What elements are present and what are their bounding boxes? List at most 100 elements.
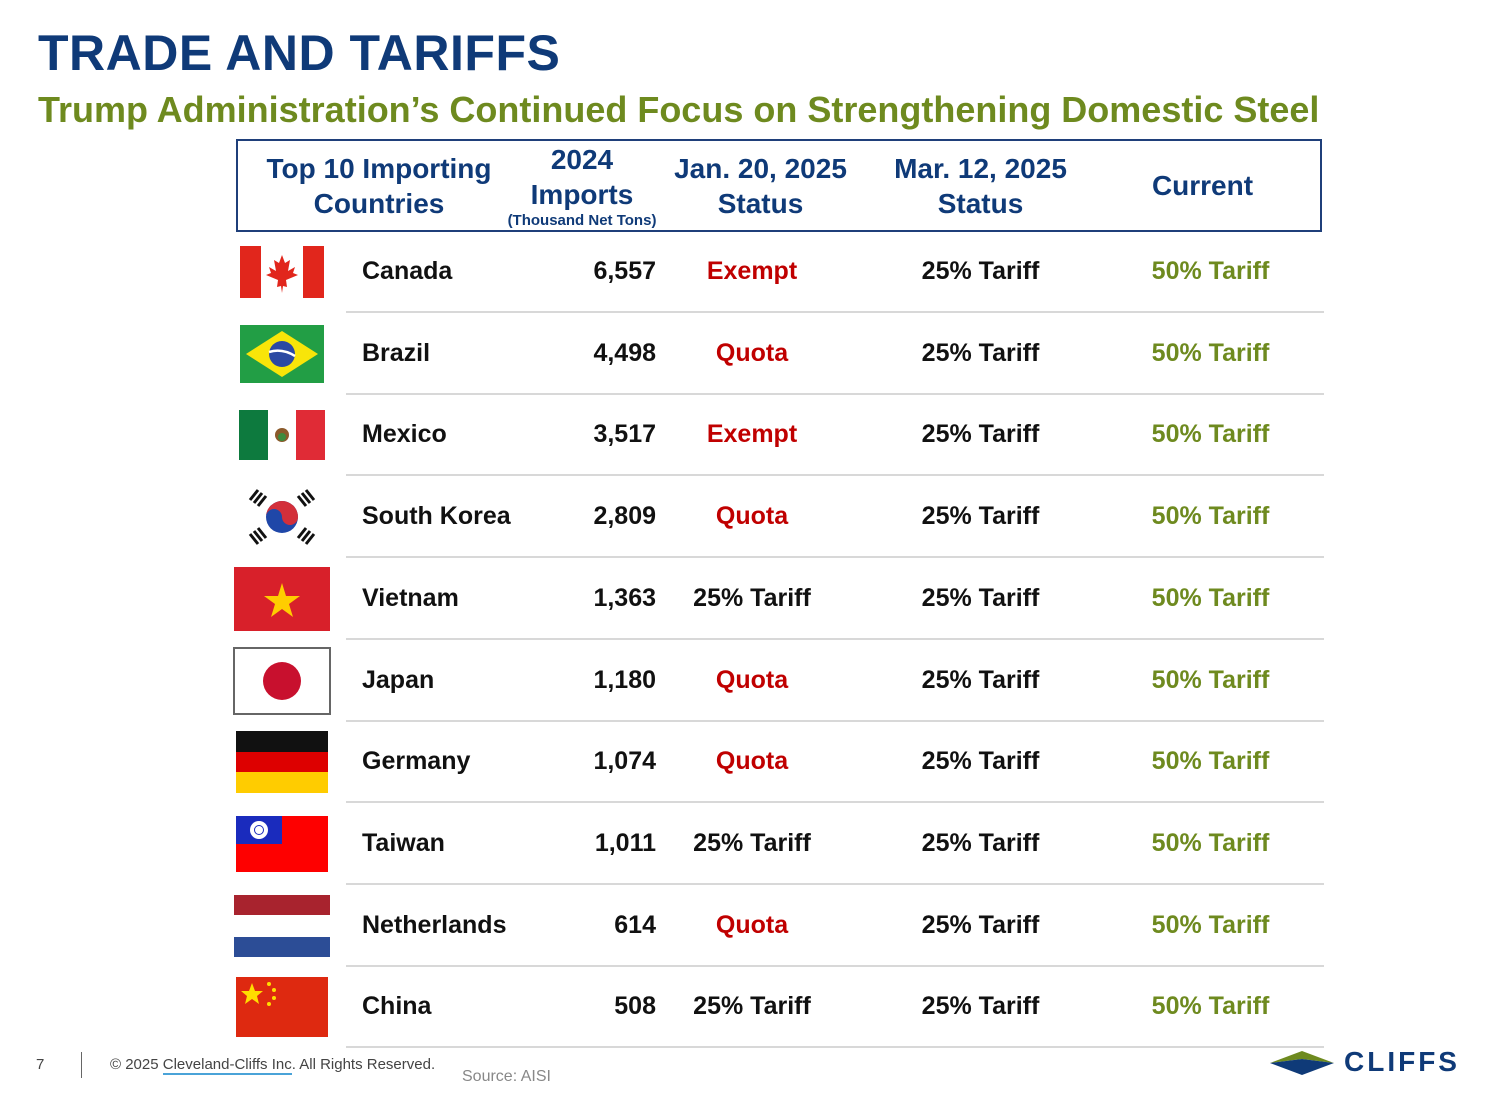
jan-status: Quota bbox=[715, 665, 789, 694]
page-subtitle: Trump Administration’s Continued Focus o… bbox=[38, 89, 1320, 130]
jan-status: Quota bbox=[715, 502, 789, 531]
imports-value: 3,517 bbox=[593, 420, 656, 449]
header-imports-line1: 2024 bbox=[550, 144, 614, 175]
row-divider bbox=[346, 964, 1324, 967]
mar-status: 25% Tariff bbox=[921, 583, 1040, 612]
copyright: © 2025 Cleveland-Cliffs Inc. All Rights … bbox=[110, 1056, 436, 1075]
country-name: China bbox=[362, 992, 432, 1021]
jan-status: Quota bbox=[715, 338, 789, 367]
cliffs-logo-text: CLIFFS bbox=[1344, 1046, 1460, 1077]
imports-value: 508 bbox=[614, 992, 656, 1021]
row-divider bbox=[346, 556, 1324, 559]
cliffs-logo-icon bbox=[1270, 1051, 1334, 1075]
table-header: Top 10 Importing Countries 2024 Imports … bbox=[236, 139, 1322, 232]
table-row: Japan 1,180 Quota 25% Tariff 50% Tariff bbox=[228, 641, 1324, 722]
header-jan-line1: Jan. 20, 2025 bbox=[674, 152, 847, 184]
country-name: Mexico bbox=[362, 420, 447, 449]
header-imports-line2: Imports bbox=[530, 179, 634, 210]
current-status: 50% Tariff bbox=[1151, 747, 1270, 776]
mar-status: 25% Tariff bbox=[921, 747, 1040, 776]
current-status: 50% Tariff bbox=[1151, 502, 1270, 531]
header-current-label: Current bbox=[1151, 170, 1254, 201]
country-name: Taiwan bbox=[362, 828, 445, 857]
country-name: South Korea bbox=[362, 502, 511, 531]
jan-status: Quota bbox=[715, 747, 789, 776]
current-status: 50% Tariff bbox=[1151, 583, 1270, 612]
imports-value: 4,498 bbox=[593, 338, 656, 367]
mar-status: 25% Tariff bbox=[921, 257, 1040, 285]
jan-status: Quota bbox=[715, 910, 789, 939]
vietnam-flag-icon bbox=[232, 566, 332, 631]
china-flag-icon bbox=[232, 975, 332, 1039]
current-status: 50% Tariff bbox=[1151, 257, 1270, 285]
row-divider bbox=[346, 882, 1324, 885]
header-jan: Jan. 20, 2025 Status bbox=[658, 141, 863, 230]
table-row: Vietnam 1,363 25% Tariff 25% Tariff 50% Tari… bbox=[228, 559, 1324, 640]
germany-flag-icon bbox=[232, 730, 332, 794]
table-row: Canada 6,557 Exempt 25% Tariff 50% Tariff bbox=[228, 232, 1324, 313]
mar-status: 25% Tariff bbox=[921, 338, 1040, 367]
table-row: Netherlands 614 Quota 25% Tariff 50% Tariff bbox=[228, 886, 1324, 967]
country-name: Vietnam bbox=[362, 583, 459, 612]
jan-status: Exempt bbox=[706, 257, 798, 285]
mar-status: 25% Tariff bbox=[921, 420, 1040, 449]
country-name: Germany bbox=[362, 747, 471, 776]
mar-status: 25% Tariff bbox=[921, 665, 1040, 694]
canada-flag-icon bbox=[232, 240, 332, 304]
jan-status: 25% Tariff bbox=[693, 583, 811, 612]
current-status: 50% Tariff bbox=[1151, 910, 1270, 939]
row-divider bbox=[346, 474, 1324, 477]
table-row: Brazil 4,498 Quota 25% Tariff 50% Tariff bbox=[228, 314, 1324, 395]
taiwan-flag-icon bbox=[232, 812, 332, 876]
jan-status: 25% Tariff bbox=[693, 992, 811, 1021]
imports-value: 1,011 bbox=[594, 828, 656, 857]
header-imports-unit: (Thousand Net Tons) bbox=[507, 212, 657, 229]
south-korea-flag-icon bbox=[232, 485, 332, 549]
table-row: Taiwan 1,011 25% Tariff 25% Tariff 50% Tarif… bbox=[228, 804, 1324, 885]
header-imports: 2024 Imports (Thousand Net Tons) bbox=[493, 141, 671, 230]
mar-status: 25% Tariff bbox=[921, 828, 1040, 857]
imports-value: 614 bbox=[614, 910, 656, 939]
row-divider bbox=[346, 719, 1324, 722]
row-divider bbox=[346, 1046, 1324, 1049]
row-divider bbox=[346, 311, 1324, 313]
country-name: Canada bbox=[362, 257, 453, 285]
row-divider bbox=[346, 801, 1324, 804]
imports-value: 2,809 bbox=[593, 502, 656, 531]
table-row: Mexico 3,517 Exempt 25% Tariff 50% Tariff bbox=[228, 395, 1324, 477]
copyright-prefix: © 2025 bbox=[110, 1056, 163, 1073]
current-status: 50% Tariff bbox=[1151, 828, 1270, 857]
imports-value: 6,557 bbox=[593, 257, 656, 285]
header-country: Top 10 Importing Countries bbox=[238, 141, 520, 230]
header-jan-line2: Status bbox=[717, 187, 804, 219]
page-title: TRADE AND TARIFFS bbox=[38, 25, 561, 81]
current-status: 50% Tariff bbox=[1151, 420, 1270, 449]
country-name: Brazil bbox=[362, 338, 431, 367]
current-status: 50% Tariff bbox=[1151, 338, 1270, 367]
country-name: Netherlands bbox=[362, 910, 507, 939]
current-status: 50% Tariff bbox=[1151, 665, 1270, 694]
japan-flag-icon bbox=[232, 646, 332, 715]
header-mar-line2: Status bbox=[937, 187, 1024, 219]
table-row: China 508 25% Tariff 25% Tariff 50% Tariff bbox=[228, 967, 1324, 1049]
row-divider bbox=[346, 392, 1324, 395]
copyright-suffix: . All Rights Reserved. bbox=[291, 1056, 436, 1073]
source-note: Source: AISI bbox=[462, 1068, 551, 1085]
header-mar-line1: Mar. 12, 2025 bbox=[894, 152, 1067, 184]
page-number: 7 bbox=[36, 1056, 45, 1073]
imports-value: 1,074 bbox=[593, 747, 656, 776]
imports-value: 1,363 bbox=[593, 583, 656, 612]
mexico-flag-icon bbox=[232, 403, 332, 467]
header-country-line2: Countries bbox=[313, 187, 445, 219]
table-row: South Korea 2,809 Quota 25% Tariff 50% Tarif… bbox=[228, 477, 1324, 559]
mar-status: 25% Tariff bbox=[921, 910, 1040, 939]
header-current: Current bbox=[1100, 141, 1305, 230]
cliffs-logo: CLIFFS bbox=[1268, 1046, 1460, 1078]
mar-status: 25% Tariff bbox=[921, 992, 1040, 1021]
netherlands-flag-icon bbox=[232, 894, 332, 958]
footer-divider bbox=[81, 1052, 82, 1078]
header-mar: Mar. 12, 2025 Status bbox=[878, 141, 1083, 230]
row-divider bbox=[346, 637, 1324, 640]
header-country-line1: Top 10 Importing bbox=[266, 152, 492, 184]
company-link[interactable]: Cleveland-Cliffs Inc bbox=[162, 1056, 292, 1075]
